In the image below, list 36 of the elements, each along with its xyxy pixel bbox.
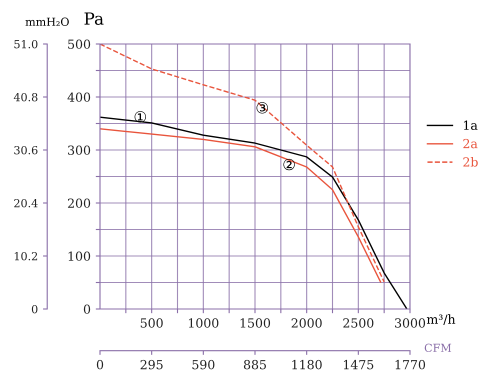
legend-label: 1a: [464, 120, 478, 130]
y-tick-label: 100: [68, 251, 90, 261]
y-axis-title: Pa: [84, 12, 104, 25]
y-tick-label: 0: [84, 304, 90, 314]
y-tick-label: 200: [68, 198, 90, 208]
x2-tick-label: 1475: [344, 360, 374, 370]
x2-tick-label: 1180: [292, 360, 322, 370]
legend-label: 2a: [463, 138, 478, 148]
x-tick-label: 2500: [343, 318, 374, 328]
x-tick-label: 2000: [292, 318, 322, 328]
line-series: [100, 44, 385, 283]
y2-axis-title: mmH₂O: [26, 18, 69, 26]
y2-tick-label: 30.6: [14, 146, 38, 154]
x-tick-label: 1000: [188, 318, 218, 328]
y2-tick-label: 10.2: [14, 252, 38, 260]
x-axis-title: m³/h: [426, 314, 456, 325]
x-tick-label: 1500: [240, 318, 270, 328]
annotation: ③: [256, 102, 268, 114]
annotation: ②: [283, 158, 295, 170]
x-tick-label: 500: [140, 318, 163, 328]
y-tick-label: 500: [68, 39, 90, 49]
x2-tick-label: 1770: [396, 360, 426, 370]
x2-tick-label: 295: [140, 360, 163, 370]
y-tick-label: 400: [68, 92, 90, 102]
legend-label: 2b: [463, 157, 478, 167]
y2-tick-label: 0: [32, 304, 38, 314]
x2-tick-label: 590: [192, 360, 214, 370]
x2-axis-title: CFM: [424, 344, 452, 352]
y-tick-label: 300: [68, 145, 90, 155]
line-series: [100, 128, 382, 283]
y2-tick-label: 20.4: [14, 198, 38, 208]
x-tick-label: 3000: [395, 318, 426, 328]
y2-tick-label: 40.8: [14, 92, 38, 102]
x2-tick-label: 0: [96, 360, 104, 370]
y2-tick-label: 51.0: [14, 40, 38, 48]
x2-tick-label: 885: [244, 360, 266, 370]
